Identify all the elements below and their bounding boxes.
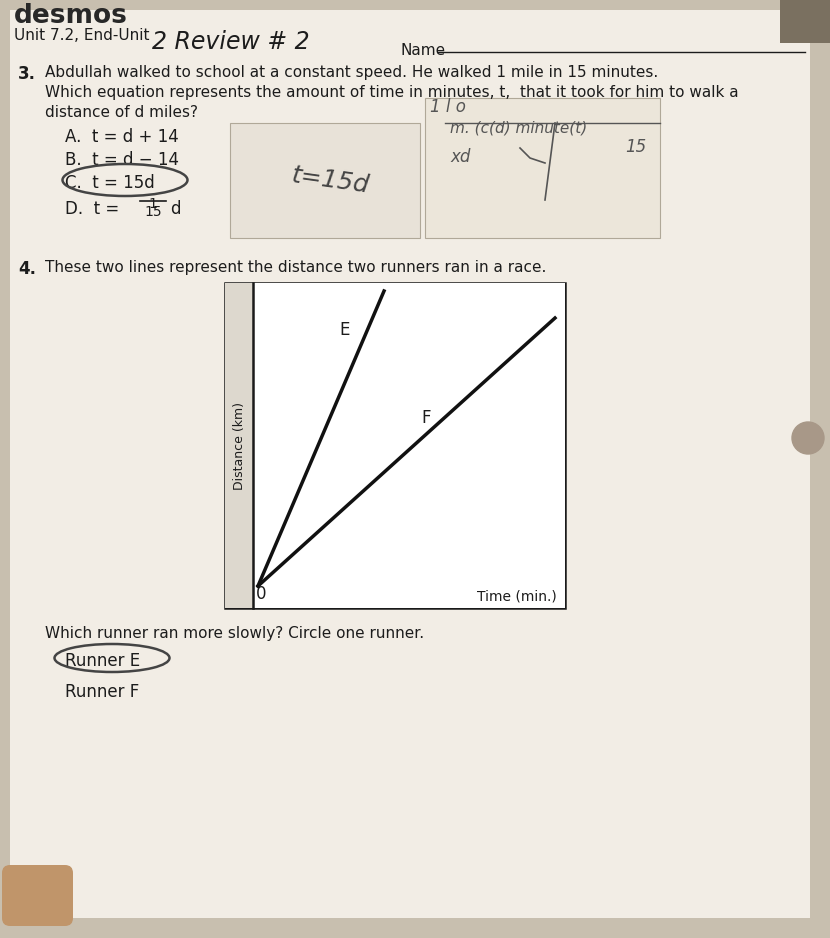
Circle shape xyxy=(792,422,824,454)
Text: Which runner ran more slowly? Circle one runner.: Which runner ran more slowly? Circle one… xyxy=(45,626,424,641)
Text: 2 Review # 2: 2 Review # 2 xyxy=(152,30,310,54)
Text: E: E xyxy=(339,321,349,339)
Text: 15: 15 xyxy=(625,138,647,156)
Text: Time (min.): Time (min.) xyxy=(477,589,557,603)
Bar xyxy=(780,0,830,43)
Bar xyxy=(253,283,565,608)
FancyBboxPatch shape xyxy=(2,865,73,926)
Bar xyxy=(225,283,253,608)
Text: 1: 1 xyxy=(149,197,158,211)
Text: Abdullah walked to school at a constant speed. He walked 1 mile in 15 minutes.: Abdullah walked to school at a constant … xyxy=(45,65,658,80)
Text: 15: 15 xyxy=(144,205,162,219)
Text: A.  t = d + 14: A. t = d + 14 xyxy=(65,128,178,146)
Bar xyxy=(225,283,565,608)
Text: Distance (km): Distance (km) xyxy=(232,401,246,490)
Text: d: d xyxy=(170,200,180,218)
Text: t=15d: t=15d xyxy=(290,163,371,198)
Bar xyxy=(230,123,420,238)
Text: Runner E: Runner E xyxy=(65,652,140,670)
Text: distance of d miles?: distance of d miles? xyxy=(45,105,198,120)
Text: 4.: 4. xyxy=(18,260,36,278)
Text: Which equation represents the amount of time in minutes, t,  that it took for hi: Which equation represents the amount of … xyxy=(45,85,739,100)
Text: Unit 7.2, End-Unit: Unit 7.2, End-Unit xyxy=(14,28,154,43)
Text: m. (c(d) minute(t): m. (c(d) minute(t) xyxy=(450,120,588,135)
Text: Runner F: Runner F xyxy=(65,683,139,701)
Text: desmos: desmos xyxy=(14,3,128,29)
Text: These two lines represent the distance two runners ran in a race.: These two lines represent the distance t… xyxy=(45,260,546,275)
Text: D.  t =: D. t = xyxy=(65,200,120,218)
Text: 3.: 3. xyxy=(18,65,36,83)
Bar xyxy=(425,98,660,238)
Text: B.  t = d − 14: B. t = d − 14 xyxy=(65,151,179,169)
Text: F: F xyxy=(422,409,431,427)
Text: 1 l o: 1 l o xyxy=(430,98,466,116)
Text: xd: xd xyxy=(450,148,471,166)
Text: 0: 0 xyxy=(256,585,266,603)
Text: C.  t = 15d: C. t = 15d xyxy=(65,174,154,192)
Text: Name: Name xyxy=(400,43,445,58)
